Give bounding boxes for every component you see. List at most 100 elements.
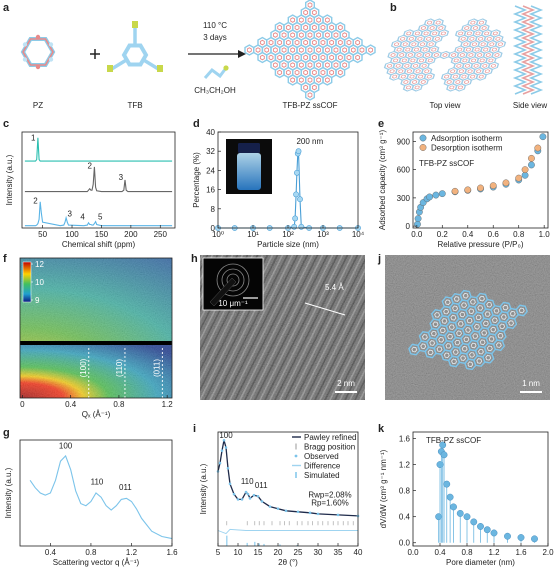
ring bbox=[493, 308, 500, 314]
ring bbox=[277, 54, 283, 61]
y-tick-label: 16 bbox=[206, 186, 215, 195]
panel-label: d bbox=[193, 118, 200, 130]
ring bbox=[355, 39, 361, 46]
ring bbox=[459, 53, 466, 58]
ring bbox=[405, 47, 411, 52]
fft-ring bbox=[216, 263, 250, 297]
colorbar-label: 9 bbox=[35, 296, 40, 305]
ring bbox=[429, 26, 435, 31]
data-point bbox=[440, 451, 448, 459]
ring bbox=[414, 85, 420, 90]
ring bbox=[413, 47, 420, 52]
y-tick-label: 0 bbox=[211, 224, 216, 233]
data-point bbox=[260, 500, 264, 503]
atom bbox=[35, 34, 41, 40]
y-tick-label: 0 bbox=[406, 222, 411, 231]
ring bbox=[466, 317, 473, 324]
data-point bbox=[252, 493, 256, 497]
ring bbox=[452, 349, 459, 355]
ring bbox=[290, 47, 296, 53]
annotation: 110 bbox=[241, 477, 254, 486]
ring bbox=[324, 32, 330, 38]
data-point bbox=[414, 215, 422, 222]
data-point bbox=[244, 490, 248, 494]
data-point bbox=[456, 509, 464, 517]
legend-symbol bbox=[294, 454, 298, 458]
ring bbox=[403, 80, 409, 85]
data-point bbox=[432, 191, 440, 199]
ring bbox=[386, 63, 393, 68]
peak-label: (100) bbox=[79, 358, 88, 377]
data-point bbox=[483, 526, 491, 534]
bar bbox=[279, 544, 281, 546]
ring bbox=[490, 326, 497, 333]
ring bbox=[441, 318, 448, 324]
ring bbox=[342, 62, 348, 68]
ring bbox=[463, 42, 469, 47]
ring bbox=[486, 345, 493, 352]
panel-label: h bbox=[191, 253, 198, 265]
ring bbox=[298, 62, 304, 68]
x-tick-label: 2.0 bbox=[542, 548, 554, 557]
ring bbox=[307, 92, 313, 98]
y-tick-label: 32 bbox=[206, 147, 215, 156]
ring bbox=[447, 333, 454, 340]
ring bbox=[489, 42, 495, 47]
ring bbox=[268, 39, 274, 46]
ring bbox=[294, 69, 300, 76]
colorbar-label: 12 bbox=[35, 260, 44, 269]
ring bbox=[298, 32, 304, 38]
legend-label: Difference bbox=[304, 462, 341, 471]
x-tick-label: 150 bbox=[95, 230, 109, 239]
structure-overlay bbox=[408, 289, 528, 371]
data-point bbox=[490, 529, 498, 537]
data-point bbox=[292, 215, 299, 222]
ring bbox=[359, 47, 365, 53]
data-point bbox=[218, 461, 222, 465]
x-tick-label: 10⁴ bbox=[352, 230, 365, 239]
ring bbox=[457, 85, 464, 90]
data-line bbox=[24, 137, 173, 162]
ring bbox=[465, 47, 472, 52]
x-tick-label: 0.8 bbox=[461, 548, 473, 557]
data-point bbox=[477, 523, 484, 530]
ring bbox=[429, 340, 436, 346]
peak-label: 2 bbox=[87, 161, 92, 170]
ring bbox=[464, 26, 470, 31]
data-point bbox=[224, 446, 228, 449]
ring bbox=[277, 69, 283, 76]
ring bbox=[303, 9, 309, 16]
x-tick-label: 25 bbox=[294, 548, 303, 557]
ring bbox=[431, 47, 437, 52]
ring bbox=[294, 39, 300, 46]
vial-body bbox=[237, 153, 261, 190]
aldehyde bbox=[157, 65, 163, 72]
ring bbox=[22, 38, 54, 66]
legend-label: Adsorption isotherm bbox=[431, 134, 502, 143]
scale-bar-label: 1 nm bbox=[522, 379, 540, 388]
legend-label: Bragg position bbox=[304, 443, 355, 452]
ring bbox=[481, 26, 487, 31]
ring bbox=[355, 54, 361, 61]
ring bbox=[457, 31, 464, 36]
ring bbox=[491, 47, 498, 52]
data-point bbox=[534, 144, 542, 152]
ring bbox=[427, 349, 434, 356]
ring bbox=[259, 54, 265, 61]
ring bbox=[454, 339, 461, 346]
y-tick-label: 40 bbox=[206, 128, 215, 137]
reagent-label: PZ bbox=[33, 101, 43, 110]
ring bbox=[285, 69, 291, 76]
x-tick-label: 35 bbox=[334, 548, 343, 557]
ring bbox=[478, 74, 484, 79]
x-tick-label: 10³ bbox=[317, 230, 329, 239]
x-tick-label: 1.2 bbox=[126, 548, 138, 557]
ring bbox=[478, 20, 485, 25]
y-tick-label: 0.8 bbox=[399, 487, 411, 496]
ring bbox=[420, 80, 426, 85]
data-point bbox=[463, 513, 471, 521]
ring bbox=[461, 302, 467, 308]
ring bbox=[426, 74, 433, 79]
aldehyde bbox=[132, 21, 138, 28]
ring bbox=[285, 39, 291, 46]
